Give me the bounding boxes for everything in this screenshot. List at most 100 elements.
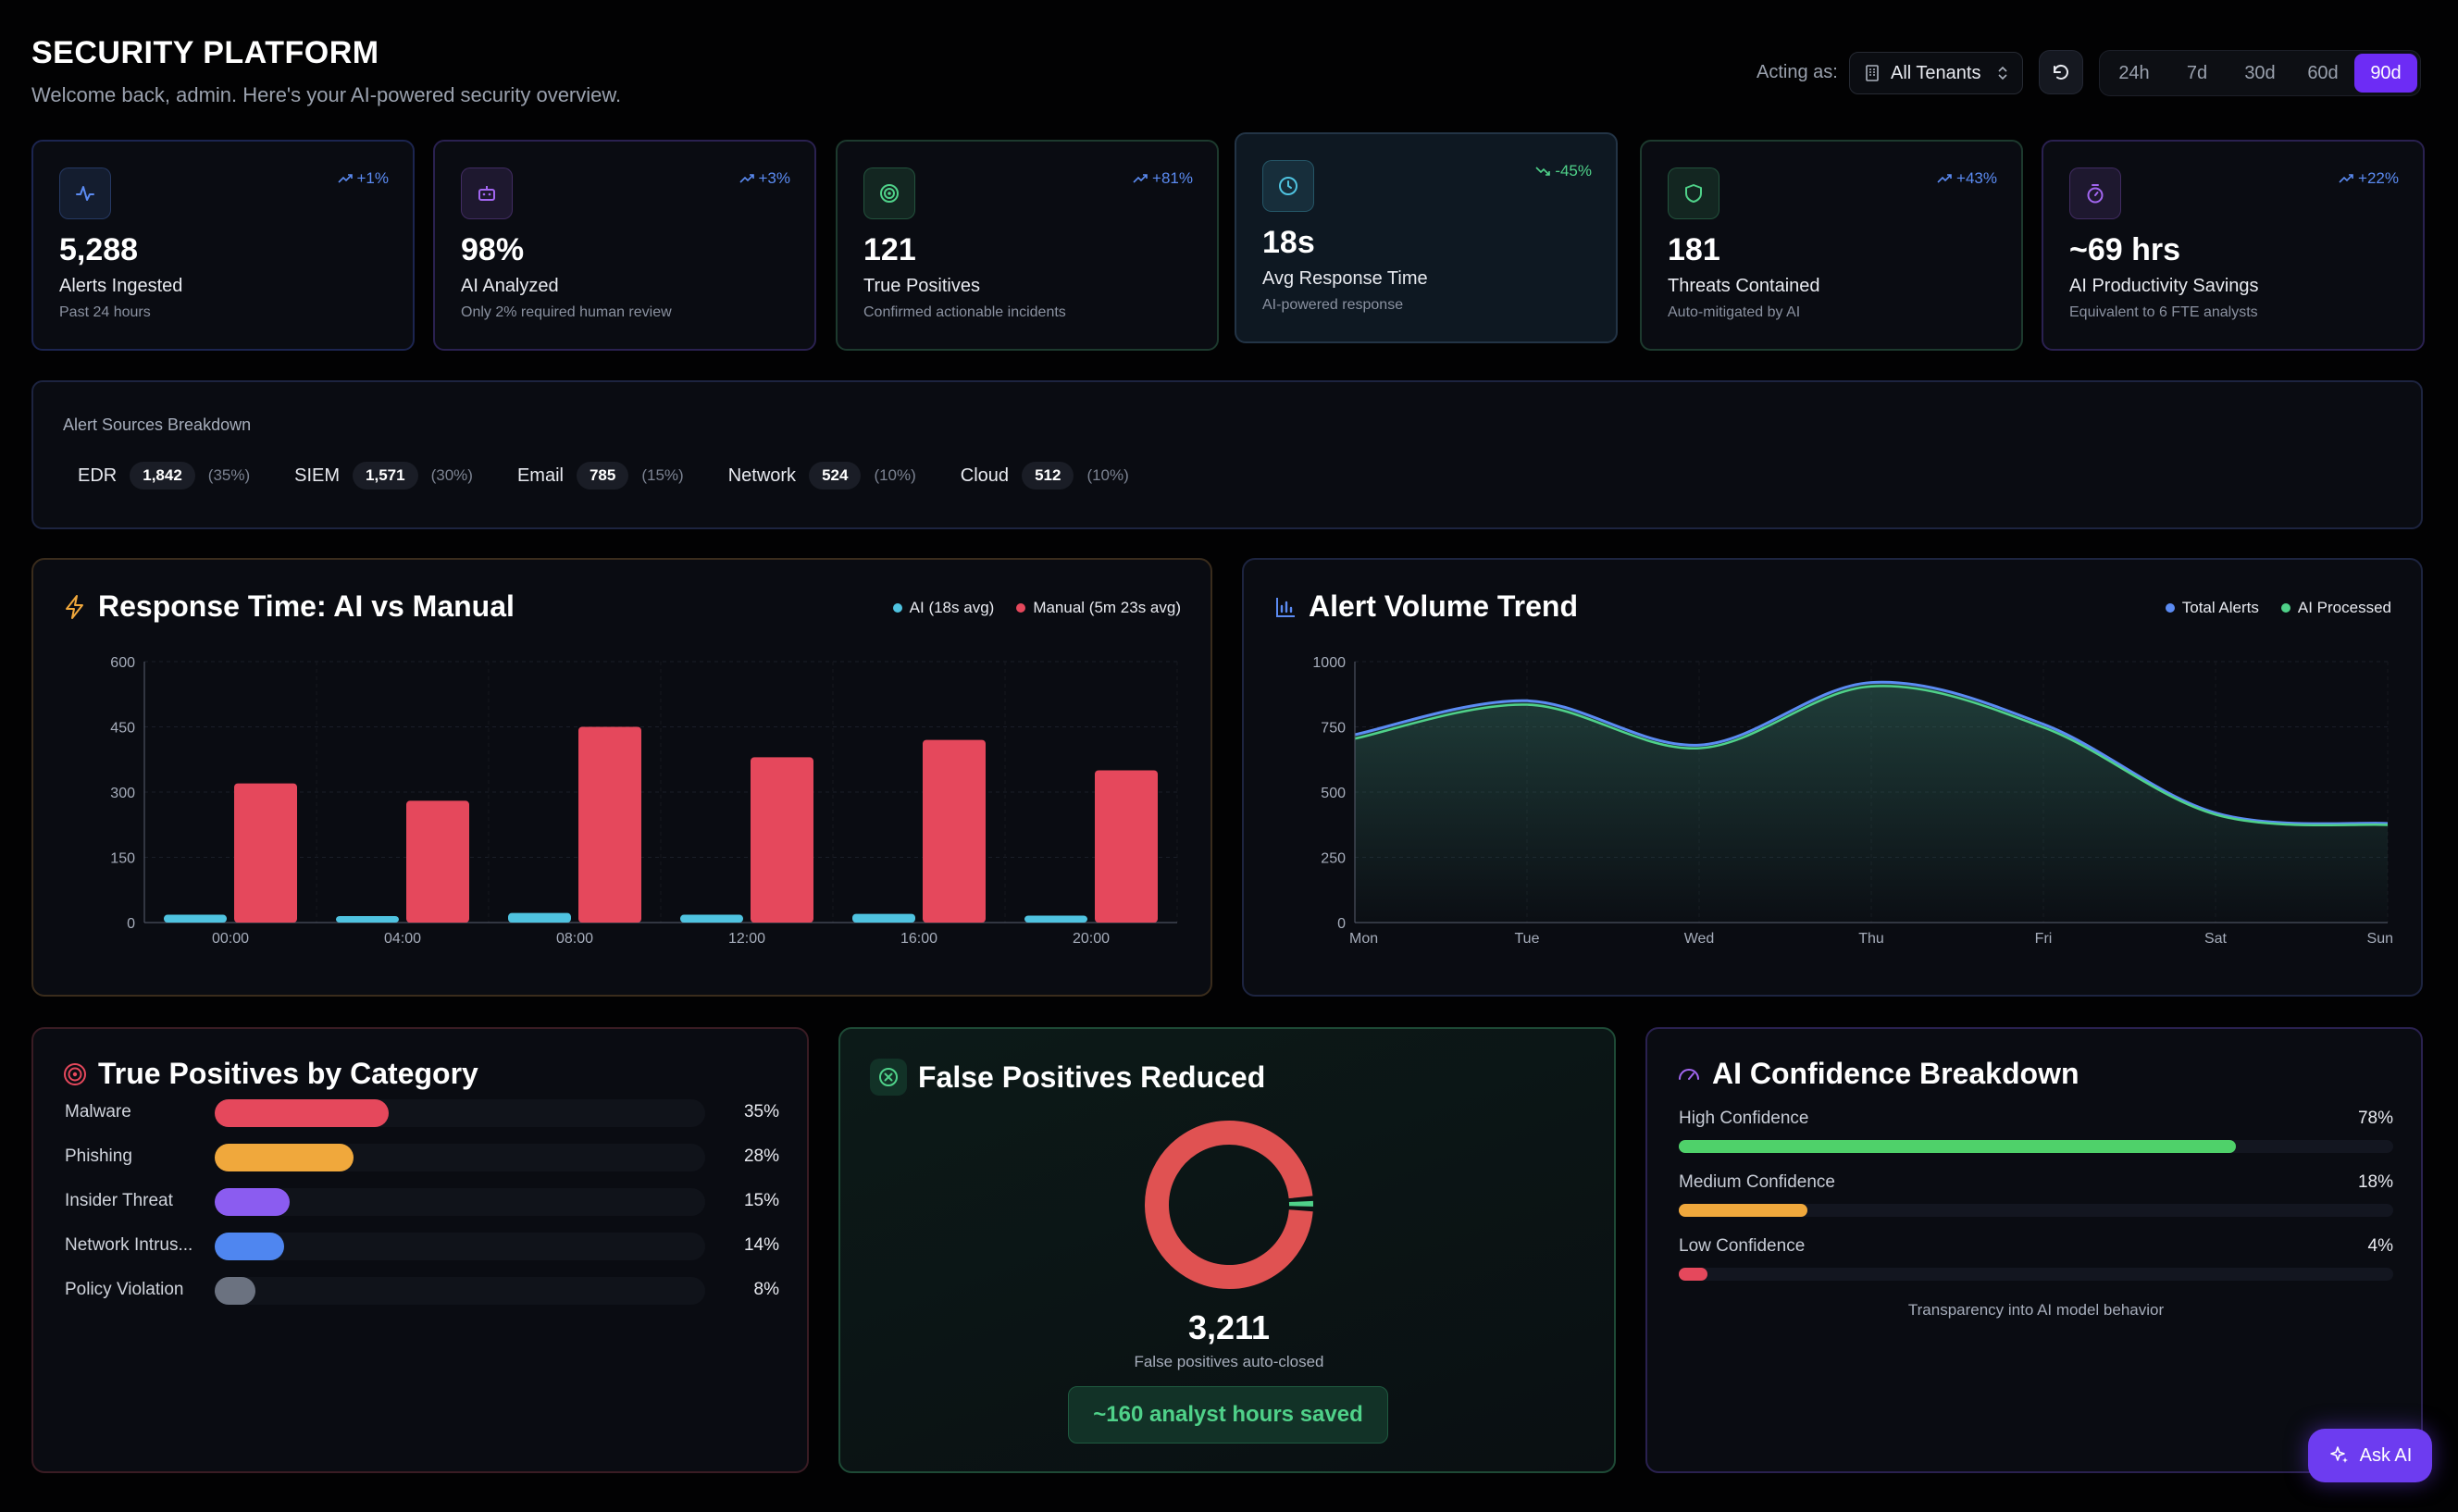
kpi-sub: AI-powered response: [1262, 297, 1404, 313]
bar-manual-2000[interactable]: [1095, 770, 1158, 923]
category-bar: [215, 1233, 285, 1260]
false-positives-caption: False positives auto-closed: [1134, 1353, 1324, 1370]
trend-up-icon: [1133, 174, 1148, 183]
confidence-label: Medium Confidence: [1679, 1172, 1835, 1192]
tenant-select[interactable]: All Tenants: [1849, 52, 2023, 94]
confidence-row-medium-confidence[interactable]: Medium Confidence 18%: [1679, 1172, 2393, 1228]
true-positives-panel: True Positives by Category Malware 35% Phi…: [31, 1027, 809, 1473]
bar-ai-0400[interactable]: [336, 915, 399, 923]
kpi-card-true-positives[interactable]: +81% 121 True Positives Confirmed actionabl…: [836, 140, 1219, 351]
source-pct: (15%): [641, 466, 684, 484]
source-pct: (30%): [430, 466, 473, 484]
confidence-row-high-confidence[interactable]: High Confidence 78%: [1679, 1109, 2393, 1164]
category-row-malware[interactable]: Malware 35%: [65, 1099, 779, 1127]
true-positives-title: True Positives by Category: [98, 1057, 478, 1090]
x-tick-label: 20:00: [1073, 931, 1110, 947]
line-ai-processed[interactable]: [1354, 685, 2389, 827]
kpi-card-ai-productivity-savings[interactable]: +22% ~69 hrs AI Productivity Savings Equiva…: [2042, 140, 2425, 351]
kpi-card-threats-contained[interactable]: +43% 181 Threats Contained Auto-mitigated b…: [1640, 140, 2023, 351]
source-cloud: Cloud 512 (10%): [961, 462, 1129, 490]
confidence-pct: 78%: [2357, 1109, 2393, 1128]
refresh-button[interactable]: [2039, 50, 2083, 94]
kpi-card-ai-analyzed[interactable]: +3% 98% AI Analyzed Only 2% required human …: [433, 140, 816, 351]
bar-chart-icon: [1276, 597, 1295, 617]
range-60d-button[interactable]: 60d: [2307, 62, 2339, 83]
confidence-row-low-confidence[interactable]: Low Confidence 4%: [1679, 1236, 2393, 1292]
kpi-card-alerts-ingested[interactable]: +1% 5,288 Alerts Ingested Past 24 hours: [31, 140, 415, 351]
tenant-select-value: All Tenants: [1891, 62, 1981, 83]
x-tick-label: 00:00: [212, 931, 249, 947]
legend-manual: Manual (5m 23s avg): [1016, 599, 1181, 617]
area-fill-total: [1355, 682, 2388, 923]
kpi-label: True Positives: [863, 276, 980, 296]
bar-ai-1200[interactable]: [680, 914, 743, 923]
category-pct: 35%: [743, 1102, 779, 1122]
kpi-value: 5,288: [59, 232, 139, 267]
source-network: Network 524 (10%): [728, 462, 916, 490]
trend-up-icon: [337, 174, 353, 183]
category-bar: [215, 1099, 389, 1127]
confidence-bar: [1679, 1140, 2237, 1153]
bar-manual-0400[interactable]: [406, 800, 469, 923]
x-tick-label: 12:00: [728, 931, 765, 947]
bar-ai-0000[interactable]: [164, 914, 227, 923]
category-row-policy-violation[interactable]: Policy Violation 8%: [65, 1277, 779, 1305]
kpi-trend: +81%: [1133, 169, 1193, 188]
range-7d-button[interactable]: 7d: [2186, 62, 2208, 83]
clock-icon: [1262, 160, 1314, 212]
kpi-value: 121: [863, 232, 916, 267]
x-tick-label: Tue: [1515, 931, 1540, 947]
bar-ai-1600[interactable]: [852, 913, 915, 923]
confidence-label: High Confidence: [1679, 1109, 1809, 1128]
x-tick-label: Mon: [1349, 931, 1378, 947]
source-count: 1,842: [130, 462, 195, 490]
y-tick-label: 450: [110, 721, 135, 737]
category-label: Insider Threat: [65, 1191, 173, 1210]
trend-up-icon: [739, 174, 754, 183]
range-24h-button[interactable]: 24h: [2118, 62, 2150, 83]
category-row-insider-threat[interactable]: Insider Threat 15%: [65, 1188, 779, 1216]
range-30d-button[interactable]: 30d: [2244, 62, 2276, 83]
bar-ai-2000[interactable]: [1024, 915, 1087, 923]
alert-sources-list: EDR 1,842 (35%) SIEM 1,571 (30%) Email 785 (15%)…: [78, 462, 1129, 490]
donut-slice-auto-closed[interactable]: [1145, 1121, 1313, 1289]
ask-ai-button[interactable]: Ask AI: [2308, 1429, 2432, 1482]
category-row-phishing[interactable]: Phishing 28%: [65, 1144, 779, 1171]
analyst-hours-saved-badge: ~160 analyst hours saved: [1068, 1386, 1388, 1444]
kpi-trend-value: +22%: [2358, 169, 2399, 187]
alert-sources-title: Alert Sources Breakdown: [63, 415, 252, 434]
chevron-up-down-icon: [1998, 66, 2007, 81]
x-tick-label: Wed: [1684, 931, 1715, 947]
kpi-trend-value: +3%: [758, 169, 791, 187]
legend-ai-processed: AI Processed: [2280, 599, 2391, 617]
stopwatch-icon: [2069, 167, 2121, 219]
line-total-alerts[interactable]: [1354, 680, 2389, 825]
x-tick-label: Sun: [2367, 931, 2393, 947]
confidence-bar: [1679, 1268, 1707, 1281]
x-circle-icon: [870, 1059, 907, 1096]
source-count: 512: [1022, 462, 1074, 490]
refresh-icon: [2053, 64, 2068, 80]
gauge-icon: [1679, 1068, 1699, 1080]
bar-ai-0800[interactable]: [508, 912, 571, 923]
response-time-chart: 0 150 300 450 600 00:00 04:00 08:00 12:00 16:00 20…: [110, 655, 1178, 947]
y-tick-label: 250: [1321, 851, 1346, 867]
kpi-trend: +22%: [2339, 169, 2399, 188]
sparkle-icon: [2329, 1446, 2348, 1463]
range-90d-button[interactable]: 90d: [2354, 54, 2417, 93]
source-name: Email: [516, 465, 564, 486]
bar-manual-0000[interactable]: [234, 783, 297, 923]
bar-manual-1200[interactable]: [751, 757, 813, 923]
ask-ai-label: Ask AI: [2359, 1444, 2413, 1466]
category-pct: 15%: [743, 1191, 779, 1210]
x-tick-label: 08:00: [556, 931, 593, 947]
source-name: Cloud: [960, 465, 1010, 486]
category-track: [215, 1277, 705, 1305]
category-row-network-intrus-[interactable]: Network Intrus... 14%: [65, 1233, 779, 1260]
bar-manual-0800[interactable]: [578, 726, 641, 923]
category-track: [215, 1099, 705, 1127]
kpi-card-avg-response-time[interactable]: -45% 18s Avg Response Time AI-powered respo…: [1235, 132, 1618, 343]
kpi-label: AI Analyzed: [461, 276, 559, 296]
y-tick-label: 300: [110, 786, 135, 801]
bar-manual-1600[interactable]: [923, 739, 986, 923]
